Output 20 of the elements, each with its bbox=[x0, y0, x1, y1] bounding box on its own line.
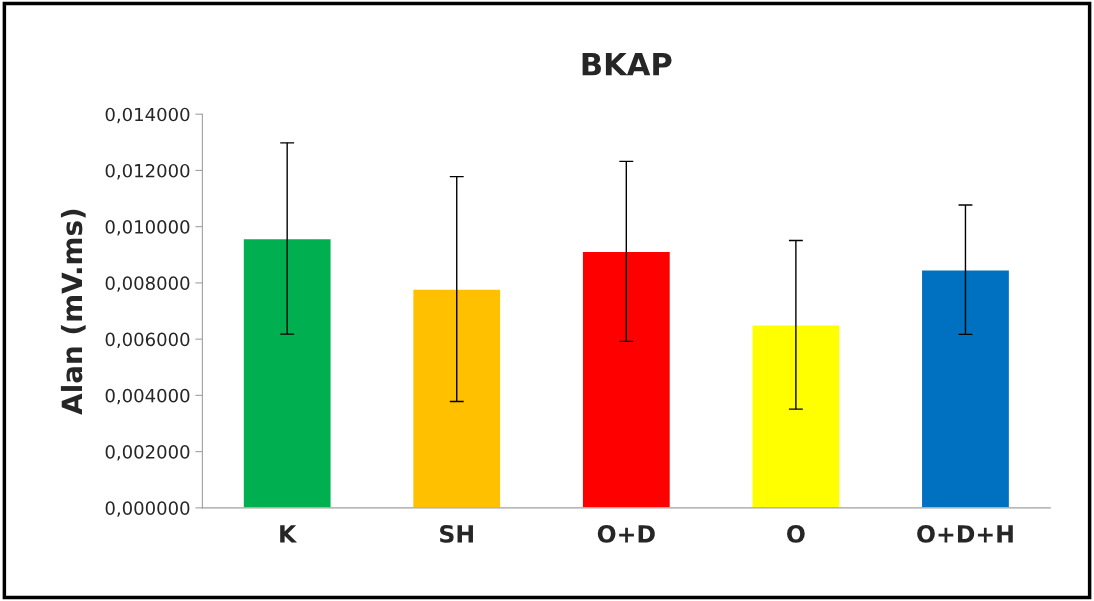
x-tick-label: K bbox=[280, 525, 298, 543]
y-tick-label: 0,004000 bbox=[105, 388, 190, 405]
chart-title: BKAP bbox=[582, 53, 672, 76]
bar bbox=[581, 250, 672, 508]
y-axis-title: Alan (mV.ms) bbox=[60, 209, 86, 415]
x-tick-label: O+D+H bbox=[917, 524, 1013, 543]
bar bbox=[751, 324, 841, 508]
y-tick-label: 0,014000 bbox=[105, 107, 190, 124]
x-tick-label: SH bbox=[440, 524, 473, 543]
x-tick-label: O+D bbox=[597, 524, 655, 543]
bar bbox=[920, 268, 1011, 508]
y-tick-label: 0,006000 bbox=[105, 332, 190, 349]
y-tick-label: 0,010000 bbox=[105, 220, 190, 236]
y-tick-label: 0,012000 bbox=[105, 163, 190, 180]
y-tick-label: 0,008000 bbox=[105, 276, 190, 292]
bar bbox=[411, 288, 502, 508]
x-tick-label: O bbox=[787, 524, 805, 543]
y-tick-label: 0,000000 bbox=[105, 501, 190, 517]
bar bbox=[242, 237, 332, 508]
y-tick-label: 0,002000 bbox=[105, 445, 190, 461]
